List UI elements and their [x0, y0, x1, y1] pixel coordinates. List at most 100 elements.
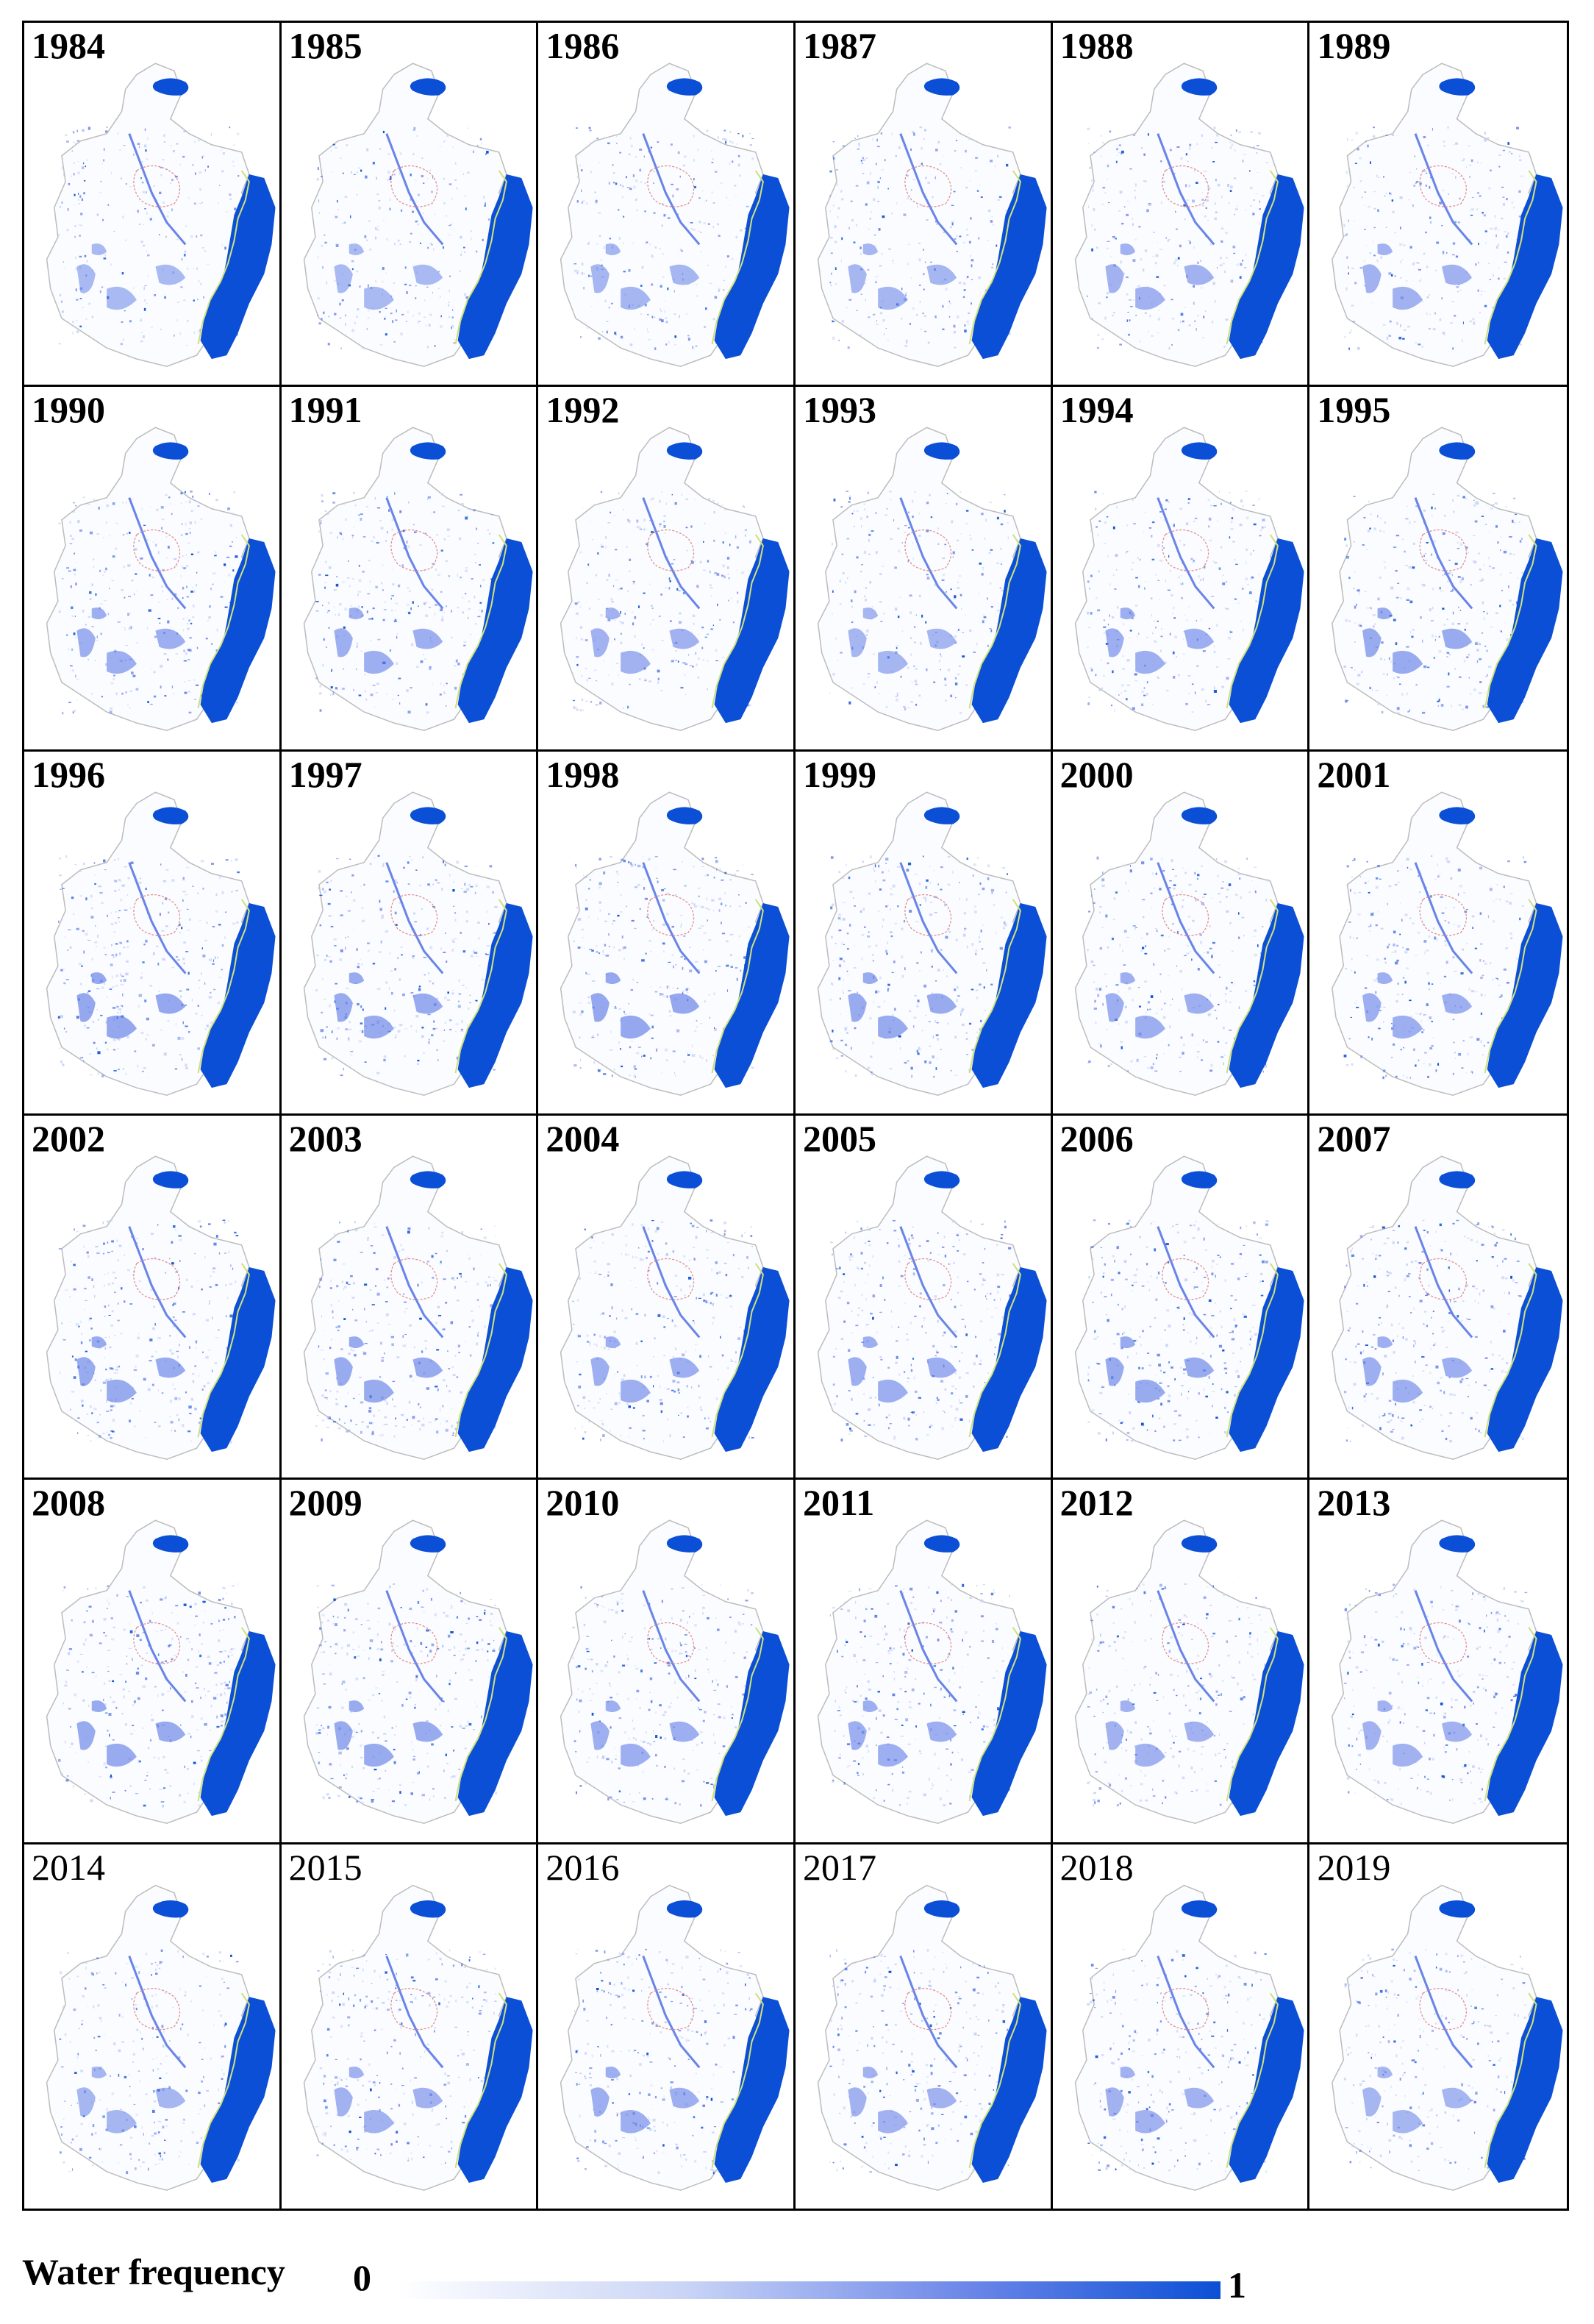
water-pixel	[988, 552, 991, 554]
water-pixel	[635, 199, 638, 202]
water-pixel	[972, 874, 974, 877]
water-pixel	[842, 988, 843, 992]
water-pixel	[1386, 227, 1387, 228]
water-pixel	[712, 158, 715, 160]
water-pixel	[322, 311, 325, 315]
water-pixel	[1409, 246, 1413, 249]
water-pixel	[94, 941, 98, 944]
water-pixel	[1373, 126, 1376, 129]
inland-water	[926, 993, 957, 1014]
water-pixel	[1426, 313, 1429, 315]
water-pixel	[75, 505, 77, 507]
water-pixel	[704, 326, 707, 328]
water-pixel	[1125, 213, 1129, 216]
water-pixel	[338, 603, 342, 606]
water-pixel	[99, 570, 101, 573]
water-pixel	[1209, 243, 1212, 246]
water-pixel	[598, 337, 601, 340]
urban-outline	[904, 530, 952, 572]
water-pixel	[1400, 260, 1402, 263]
water-pixel	[890, 908, 891, 910]
water-pixel	[887, 188, 889, 190]
water-pixel	[929, 881, 932, 884]
water-pixel	[608, 574, 611, 577]
water-pixel	[588, 887, 590, 890]
water-pixel	[612, 164, 614, 166]
water-pixel	[1201, 896, 1205, 898]
water-pixel	[358, 565, 360, 567]
water-pixel	[73, 502, 75, 504]
water-pixel	[731, 258, 735, 260]
coastline	[968, 534, 1021, 709]
water-pixel	[668, 985, 670, 988]
water-pixel	[150, 704, 153, 705]
region-boundary	[1332, 63, 1553, 367]
water-pixel	[996, 563, 999, 565]
water-pixel	[867, 268, 870, 271]
water-pixel	[1113, 709, 1115, 713]
water-pixel	[601, 1069, 603, 1070]
water-pixel	[1254, 866, 1257, 868]
inland-water	[76, 264, 96, 293]
water-pixel	[1134, 190, 1136, 192]
water-pixel	[170, 503, 172, 505]
water-pixel	[394, 1036, 396, 1038]
water-pixel	[180, 1036, 185, 1040]
water-pixel	[372, 536, 375, 538]
water-pixel	[909, 896, 912, 899]
water-pixel	[1214, 141, 1218, 143]
water-pixel	[398, 677, 401, 680]
water-pixel	[116, 1005, 119, 1008]
water-pixel	[217, 1001, 221, 1004]
year-label: 1989	[1317, 25, 1391, 66]
water-pixel	[132, 287, 135, 289]
water-pixel	[973, 863, 977, 866]
water-pixel	[1196, 873, 1200, 876]
water-pixel	[842, 877, 845, 879]
water-pixel	[1004, 921, 1006, 924]
water-pixel	[104, 254, 107, 257]
water-pixel	[389, 649, 391, 652]
water-pixel	[1188, 606, 1190, 608]
water-pixel	[361, 1030, 363, 1033]
water-pixel	[1484, 617, 1486, 621]
water-pixel	[381, 565, 385, 566]
water-pixel	[335, 687, 337, 690]
water-pixel	[1398, 677, 1401, 679]
water-pixel	[183, 131, 186, 132]
water-pixel	[990, 888, 995, 892]
water-pixel	[360, 513, 363, 516]
water-pixel	[914, 641, 916, 644]
water-pixel	[122, 502, 124, 504]
water-pixel	[1209, 1063, 1213, 1067]
water-pixel	[871, 1073, 874, 1075]
water-pixel	[1261, 925, 1263, 927]
water-pixel	[697, 128, 700, 130]
water-pixel	[177, 959, 180, 960]
water-pixel	[190, 491, 193, 493]
water-pixel	[394, 967, 396, 971]
water-pixel	[1094, 228, 1096, 231]
water-pixel	[714, 876, 715, 879]
water-pixel	[213, 988, 216, 990]
water-pixel	[1401, 258, 1404, 261]
water-pixel	[724, 891, 726, 895]
water-pixel	[875, 163, 878, 165]
water-pixel	[590, 521, 592, 522]
inland-water	[1134, 651, 1165, 674]
water-pixel	[962, 296, 965, 298]
water-pixel	[65, 1030, 68, 1033]
water-pixel	[901, 318, 903, 320]
water-pixel	[1430, 177, 1432, 179]
water-pixel	[751, 138, 755, 140]
water-pixel	[1479, 580, 1483, 582]
water-pixel	[94, 660, 96, 662]
water-pixel	[82, 129, 85, 132]
water-pixel	[922, 313, 924, 314]
water-pixel	[183, 649, 185, 653]
inland-water	[363, 651, 394, 674]
water-pixel	[659, 500, 661, 503]
water-pixel	[426, 286, 429, 288]
water-pixel	[1366, 549, 1369, 551]
water-pixel	[209, 605, 211, 608]
